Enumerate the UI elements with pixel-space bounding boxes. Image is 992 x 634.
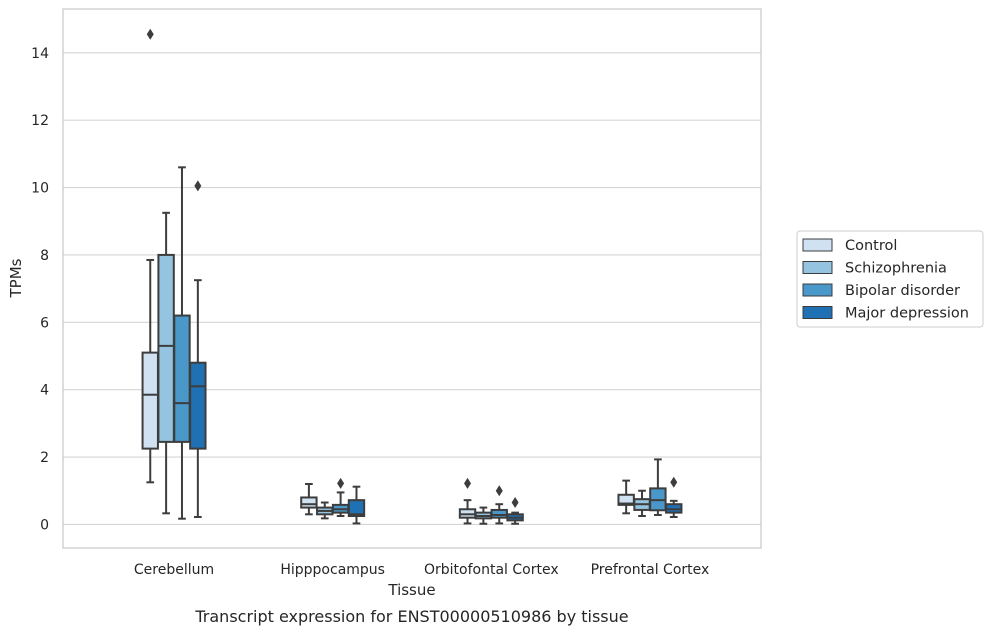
box-body	[173, 314, 191, 443]
box-major-depression	[189, 180, 207, 519]
y-tick-label: 6	[40, 315, 49, 331]
box-bipolar-disorder	[490, 485, 508, 525]
box-control	[458, 477, 477, 525]
box-body	[157, 253, 175, 443]
box-major-depression	[506, 497, 524, 525]
outlier-point	[464, 477, 472, 489]
y-tick-label: 8	[40, 248, 49, 264]
box-schizophrenia	[316, 501, 334, 520]
box-control	[141, 28, 159, 484]
box-body	[141, 351, 159, 450]
y-tick-label: 12	[31, 113, 49, 129]
legend-frame	[796, 230, 984, 328]
box-body	[189, 361, 207, 450]
legend-label: Control	[845, 238, 897, 254]
x-axis-label: Tissue	[387, 581, 435, 599]
outlier-point	[194, 180, 202, 192]
y-tick-label: 10	[31, 181, 49, 197]
box-body	[490, 508, 508, 519]
legend: Control Schizophrenia Bipolar disorder Majo…	[796, 230, 984, 328]
legend-swatch	[802, 306, 833, 319]
outlier-point	[495, 485, 503, 497]
legend-label: Schizophrenia	[845, 261, 947, 277]
box-groups	[141, 28, 683, 525]
outlier-point	[511, 497, 519, 509]
legend-swatch	[802, 238, 833, 252]
y-tick-label: 0	[40, 517, 49, 533]
legend-swatch	[802, 261, 833, 274]
box-body	[347, 499, 366, 517]
legend-label: Major depression	[845, 306, 969, 322]
outlier-point	[146, 28, 154, 40]
x-tick-label: Cerebellum	[134, 562, 214, 578]
x-tick-label: Orbitofontal Cortex	[424, 562, 559, 578]
x-axis-ticks: Cerebellum Hipppocampus Orbitofontal Corte…	[134, 562, 709, 578]
box-body	[300, 496, 318, 509]
x-tick-label: Hipppocampus	[280, 562, 385, 578]
box-major-depression	[347, 485, 366, 525]
x-tick-label: Prefrontal Cortex	[591, 562, 710, 578]
plot-frame	[62, 8, 762, 549]
y-axis-label: TPMs	[7, 258, 25, 298]
box-control	[300, 482, 318, 516]
chart-caption: Transcript expression for ENST0000051098…	[194, 607, 628, 626]
box-bipolar-disorder	[331, 477, 350, 517]
y-tick-label: 14	[31, 46, 49, 62]
legend-label: Bipolar disorder	[845, 283, 960, 299]
box-bipolar-disorder	[649, 458, 667, 516]
y-axis-ticks: 0 2 4 6 8 10 12 14	[31, 46, 49, 534]
box-major-depression	[665, 476, 683, 519]
outlier-point	[670, 476, 678, 488]
plot-background	[63, 9, 761, 548]
outlier-point	[337, 477, 345, 489]
y-tick-label: 2	[40, 450, 49, 466]
legend-swatch	[802, 283, 833, 297]
y-tick-label: 4	[40, 383, 49, 399]
